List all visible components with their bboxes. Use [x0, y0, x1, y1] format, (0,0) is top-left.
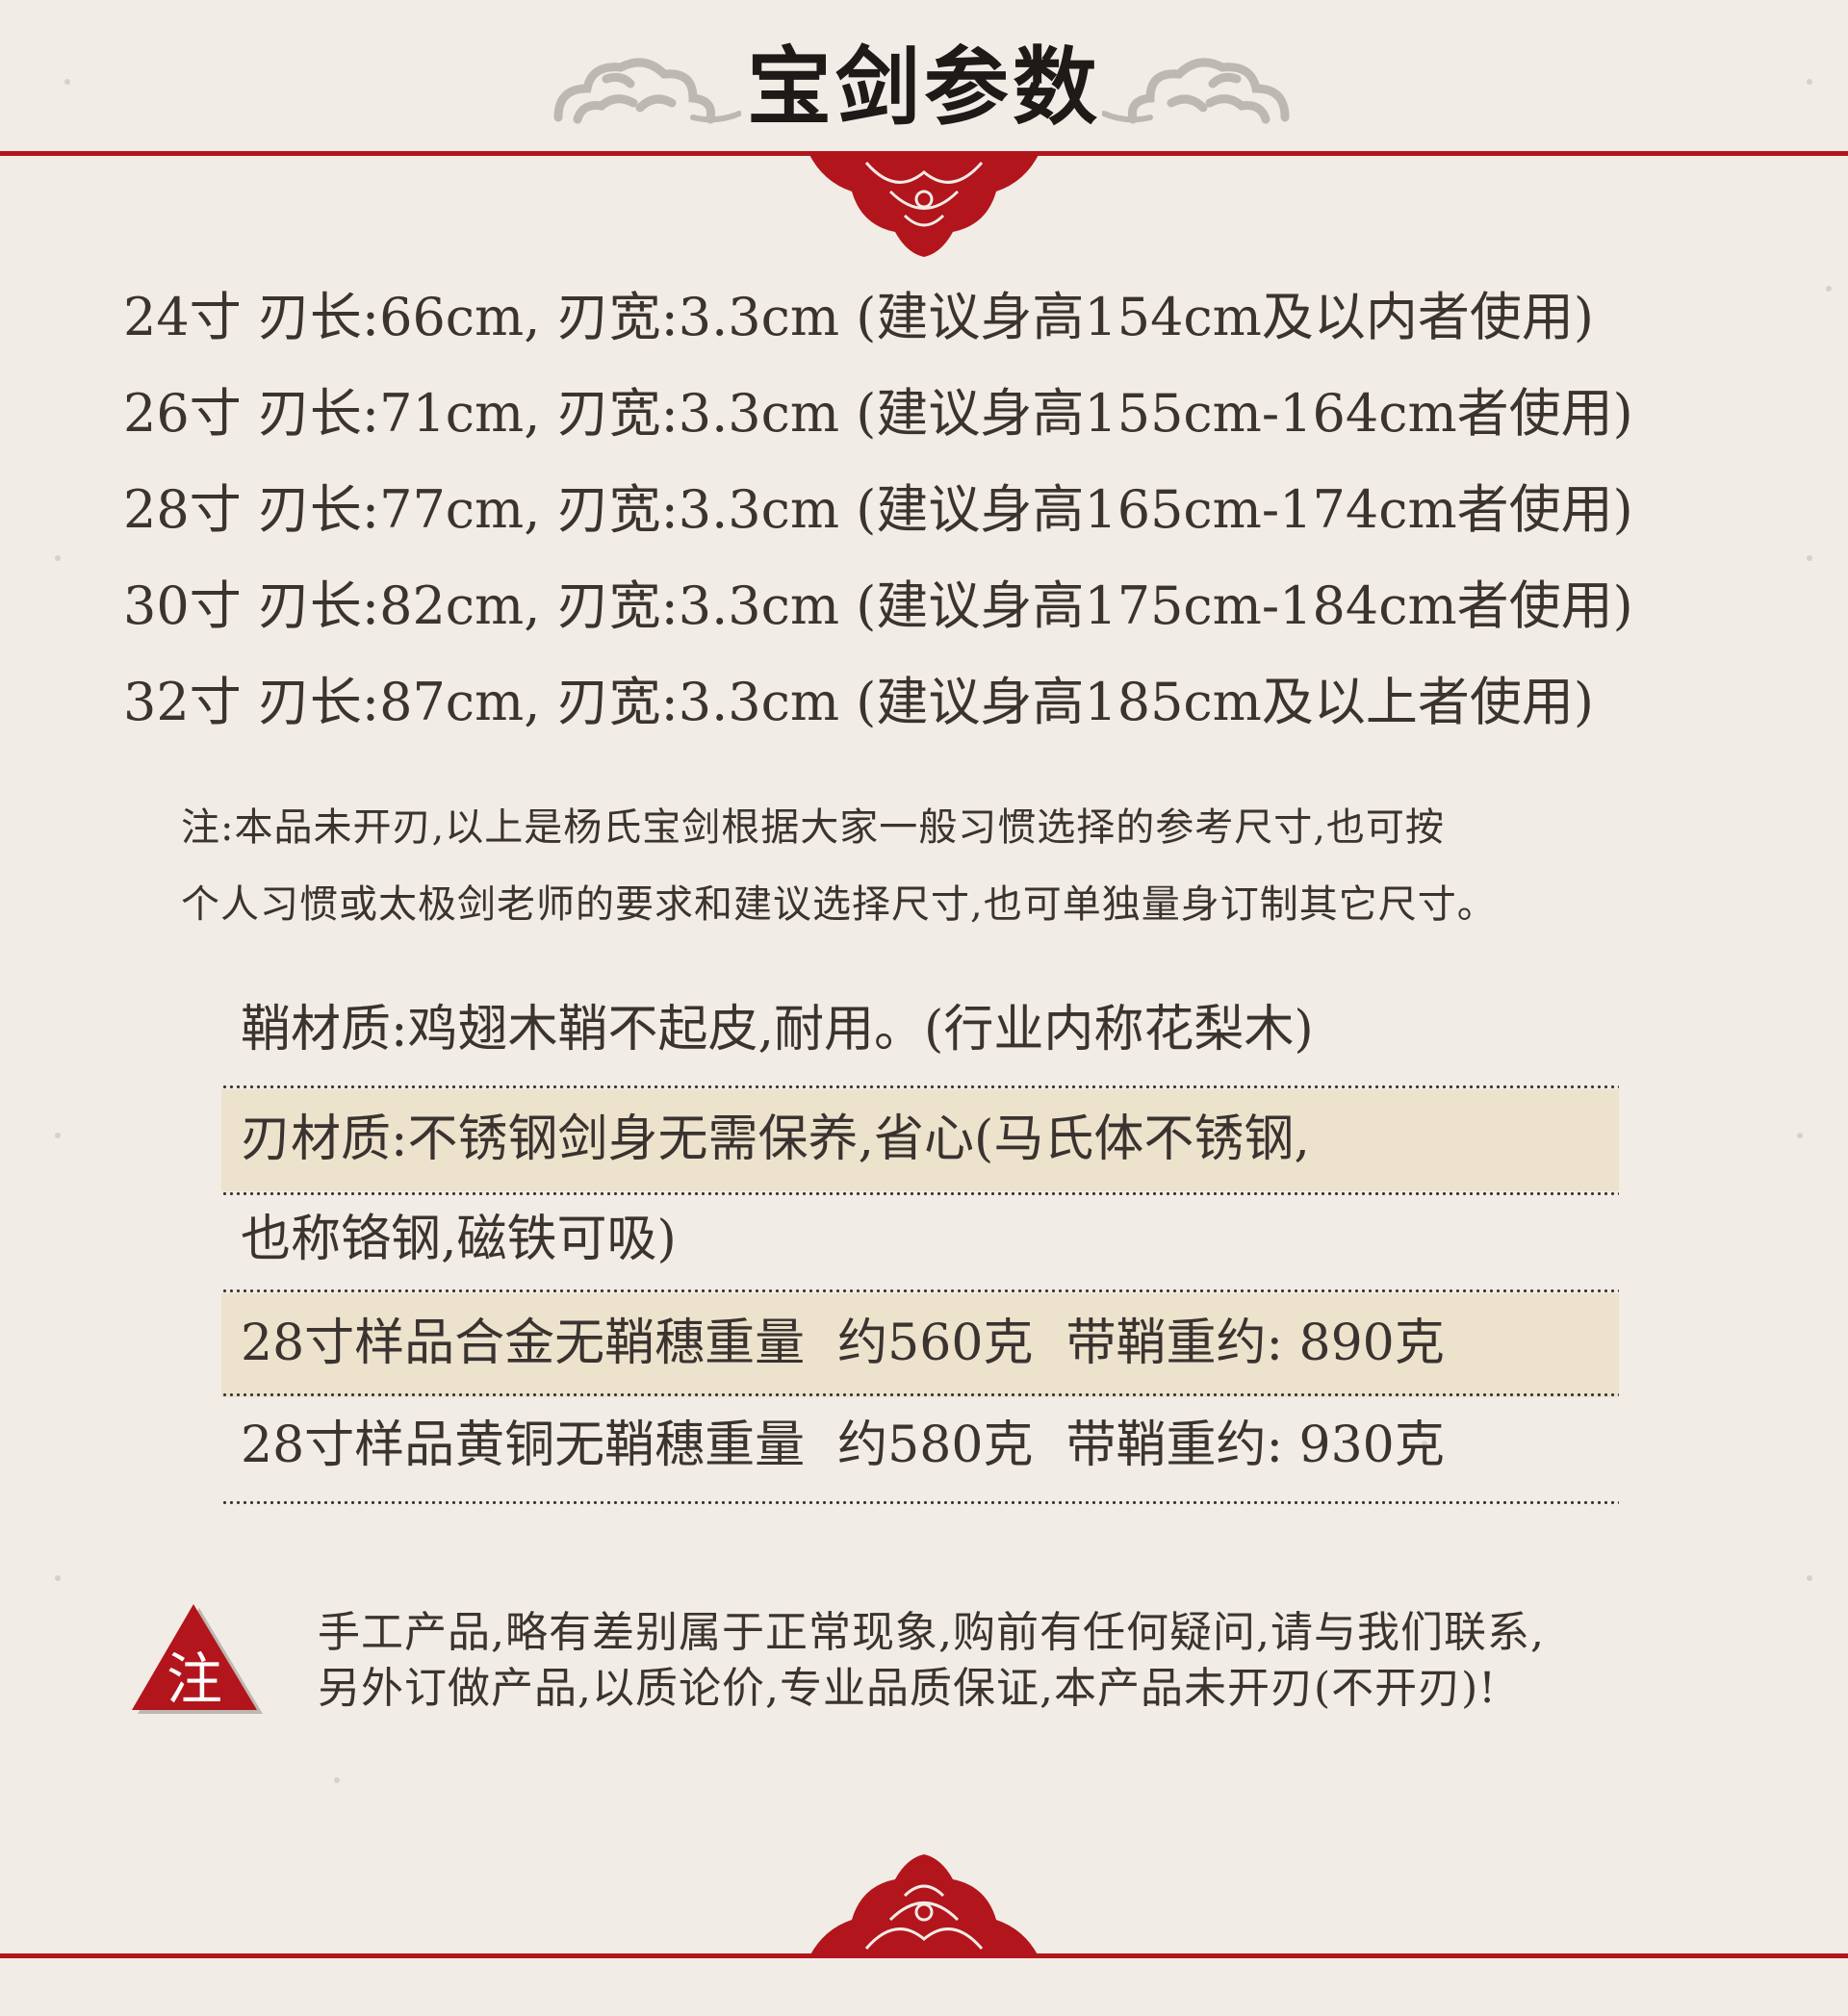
spec-size: 24寸	[123, 287, 242, 347]
alloy-weight: 约560克	[837, 1314, 1034, 1372]
spec-blade-width: 刃宽:3.3cm	[556, 287, 840, 347]
material-table: 鞘材质:鸡翅木鞘不起皮,耐用。(行业内称花梨木) 刃材质:不锈钢剑身无需保养,省…	[221, 982, 1619, 1505]
spec-row: 28寸 刃长:77cm, 刃宽:3.3cm (建议身高165cm-174cm者使…	[123, 462, 1779, 558]
size-note: 注:本品未开刃,以上是杨氏宝剑根据大家一般习惯选择的参考尺寸,也可按 个人习惯或…	[181, 789, 1663, 943]
cloud-ornament-left	[553, 58, 741, 124]
warning-line: 手工产品,略有差别属于正常现象,购前有任何疑问,请与我们联系,	[318, 1608, 1545, 1657]
size-note-line: 个人习惯或太极剑老师的要求和建议选择尺寸,也可单独量身订制其它尺寸。	[181, 882, 1497, 927]
warning-line: 另外订做产品,以质论价,专业品质保证,本产品未开刃(不开刃)!	[318, 1664, 1497, 1713]
spec-recommendation: (建议身高154cm及以内者使用)	[856, 287, 1594, 347]
spec-recommendation: (建议身高155cm-164cm者使用)	[856, 383, 1633, 444]
spec-size: 30寸	[123, 575, 242, 636]
size-note-line: 注:本品未开刃,以上是杨氏宝剑根据大家一般习惯选择的参考尺寸,也可按	[181, 805, 1445, 850]
cloud-ornament-right	[1102, 58, 1290, 124]
spec-blade-width: 刃宽:3.3cm	[556, 575, 840, 636]
spec-row: 30寸 刃长:82cm, 刃宽:3.3cm (建议身高175cm-184cm者使…	[123, 558, 1779, 654]
spec-blade-length: 刃长:87cm,	[257, 672, 541, 732]
spec-blade-length: 刃长:71cm,	[257, 383, 541, 444]
spec-blade-length: 刃长:82cm,	[257, 575, 541, 636]
spec-blade-width: 刃宽:3.3cm	[556, 479, 840, 540]
spec-recommendation: (建议身高175cm-184cm者使用)	[856, 575, 1633, 636]
blade-material-row: 刃材质:不锈钢剑身无需保养,省心(马氏体不锈钢,	[221, 1089, 1619, 1191]
warning-triangle-icon: 注	[132, 1604, 263, 1714]
spec-row: 24寸 刃长:66cm, 刃宽:3.3cm (建议身高154cm及以内者使用)	[123, 269, 1779, 366]
spec-recommendation: (建议身高185cm及以上者使用)	[856, 672, 1594, 732]
brass-weight: 约580克	[837, 1416, 1034, 1474]
spec-size: 26寸	[123, 383, 242, 444]
spec-blade-length: 刃长:77cm,	[257, 479, 541, 540]
page-title: 宝剑参数	[746, 37, 1101, 137]
warning-icon-label: 注	[167, 1646, 222, 1712]
spec-row: 32寸 刃长:87cm, 刃宽:3.3cm (建议身高185cm及以上者使用)	[123, 654, 1779, 751]
spec-blade-width: 刃宽:3.3cm	[556, 383, 840, 444]
spec-blade-width: 刃宽:3.3cm	[556, 672, 840, 732]
alloy-sample-label: 28寸样品合金无鞘穗重量	[241, 1314, 806, 1372]
spec-size: 32寸	[123, 672, 242, 732]
brass-weight-row: 28寸样品黄铜无鞘穗重量 约580克 带鞘重约: 930克	[221, 1397, 1619, 1505]
top-medallion-ornament	[808, 153, 1040, 257]
spec-list: 24寸 刃长:66cm, 刃宽:3.3cm (建议身高154cm及以内者使用) …	[123, 269, 1779, 751]
alloy-with-scabbard: 带鞘重约: 890克	[1065, 1314, 1445, 1372]
spec-recommendation: (建议身高165cm-174cm者使用)	[856, 479, 1633, 540]
brass-with-scabbard: 带鞘重约: 930克	[1065, 1416, 1445, 1474]
spec-row: 26寸 刃长:71cm, 刃宽:3.3cm (建议身高155cm-164cm者使…	[123, 366, 1779, 462]
spec-size: 28寸	[123, 479, 242, 540]
alloy-weight-row: 28寸样品合金无鞘穗重量 约560克 带鞘重约: 890克	[221, 1293, 1619, 1397]
blade-material-row-cont: 也称铬钢,磁铁可吸)	[221, 1191, 1619, 1293]
bottom-divider	[0, 1953, 1848, 1958]
warning-note: 手工产品,略有差别属于正常现象,购前有任何疑问,请与我们联系, 另外订做产品,以…	[318, 1605, 1684, 1717]
spec-blade-length: 刃长:66cm,	[257, 287, 541, 347]
scabbard-material-row: 鞘材质:鸡翅木鞘不起皮,耐用。(行业内称花梨木)	[221, 982, 1619, 1089]
bottom-medallion-ornament	[808, 1854, 1040, 1958]
brass-sample-label: 28寸样品黄铜无鞘穗重量	[241, 1416, 806, 1474]
